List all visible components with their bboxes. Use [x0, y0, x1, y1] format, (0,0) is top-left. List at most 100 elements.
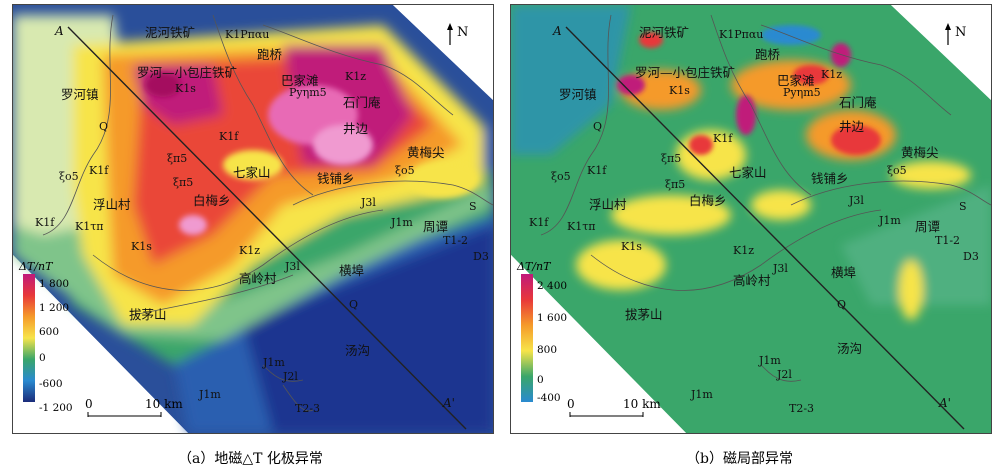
place-jingbian: 井边: [839, 119, 865, 134]
legend-tick: -400: [537, 392, 561, 404]
caption-a: （a）地磁△T 化极异常: [178, 451, 323, 467]
geo-code: K1z: [239, 244, 261, 257]
geo-code: T1-2: [935, 234, 961, 247]
legend-color-bar: [23, 274, 35, 402]
geo-code: D3: [473, 250, 489, 263]
legend-tick: 1 800: [39, 278, 70, 290]
scale-bar-a: 0 10 km: [85, 397, 195, 421]
legend-a: ΔT/nT 1 800 1 200 600 0 -600 -1 200: [19, 260, 89, 414]
legend-tick: 0: [39, 352, 46, 364]
geo-code: K1z: [821, 68, 843, 81]
geo-code: J1m: [759, 354, 781, 367]
place-baimeixiang: 白梅乡: [689, 193, 727, 208]
anomaly-map-a: [13, 5, 493, 433]
legend-tick: 1 200: [39, 302, 70, 314]
legend-color-bar: [521, 274, 533, 402]
legend-tick: 0: [537, 374, 544, 386]
profile-label-a: A: [553, 24, 562, 38]
geo-code: T1-2: [443, 234, 469, 247]
geo-code: J3l: [773, 262, 788, 275]
scale-label: 10 km: [145, 397, 183, 411]
place-huangmeijian: 黄梅尖: [407, 145, 445, 160]
geo-code: K1s: [621, 240, 642, 253]
legend-tick: 600: [39, 326, 60, 338]
place-huangmeijian: 黄梅尖: [901, 145, 939, 160]
geo-code: K1s: [669, 84, 690, 97]
place-qianpuxiang: 钱铺乡: [811, 171, 849, 186]
geo-code: K1f: [587, 164, 607, 177]
geologic-contacts: [540, 14, 991, 382]
map-panel-b: N 泥河铁矿 罗河—小包庄铁矿 罗河镇 跑桥 巴家滩 石门庵 井边 七家山 钱铺…: [510, 4, 992, 434]
geo-code: ξo5: [59, 170, 79, 183]
geo-code: K1z: [345, 70, 367, 83]
geo-code: ξπ5: [661, 152, 682, 165]
place-gaolingcun: 高岭村: [239, 271, 277, 286]
geo-code: K1τπ: [567, 220, 596, 233]
geo-code: K1Pπαu: [225, 28, 270, 41]
legend-title: ΔT/nT: [19, 260, 53, 273]
geo-code: ξo5: [551, 170, 571, 183]
place-bamaoshan: 拔茅山: [625, 307, 663, 322]
geo-code: ξo5: [395, 164, 415, 177]
geo-code: S: [959, 200, 967, 213]
place-tanggou: 汤沟: [345, 343, 371, 358]
place-qijiashan: 七家山: [233, 165, 271, 180]
profile-line-a: [67, 26, 467, 430]
geo-code: J1m: [263, 356, 285, 369]
geo-code: Q: [349, 298, 359, 311]
place-jingbian: 井边: [343, 121, 369, 136]
geo-code: Q: [837, 298, 847, 311]
geo-code: K1f: [219, 130, 239, 143]
place-hengbu: 横埠: [339, 263, 365, 278]
geo-code: ξo5: [887, 164, 907, 177]
geo-code: D3: [963, 250, 979, 263]
geo-code: J2l: [283, 370, 298, 383]
place-qijiashan: 七家山: [729, 165, 767, 180]
place-tanggou: 汤沟: [837, 341, 863, 356]
geo-code: K1f: [35, 216, 55, 229]
profile-label-a-prime: A': [443, 396, 455, 410]
geo-code: J1m: [879, 214, 901, 227]
survey-area: [511, 5, 991, 433]
geo-code: K1s: [131, 240, 152, 253]
place-luohe-xbz: 罗河—小包庄铁矿: [137, 65, 238, 80]
place-bamaoshan: 拔茅山: [129, 307, 167, 322]
geo-code: ξπ5: [173, 176, 194, 189]
geo-code: J3l: [361, 196, 376, 209]
place-bajiatan: 巴家滩: [777, 73, 815, 88]
geo-code: K1τπ: [75, 220, 104, 233]
geo-code: J2l: [777, 368, 792, 381]
geo-code: K1z: [733, 244, 755, 257]
geo-code: K1Pπαu: [719, 28, 764, 41]
place-baimeixiang: 白梅乡: [193, 193, 231, 208]
place-qianpuxiang: 钱铺乡: [317, 171, 355, 186]
place-luohezhen: 罗河镇: [61, 87, 99, 102]
place-luohezhen: 罗河镇: [559, 87, 597, 102]
geo-code: K1f: [529, 216, 549, 229]
place-yaoqiao: 跑桥: [755, 47, 781, 62]
profile-label-a: A: [55, 24, 64, 38]
anomaly-map-b: [511, 5, 991, 433]
scale-label: 10 km: [623, 397, 661, 411]
map-panel-a: N 泥河铁矿 罗河—小包庄铁矿 罗河镇 跑桥 巴家滩 石门庵 井边 七家山 钱铺…: [12, 4, 494, 434]
geo-code: T2-3: [295, 402, 321, 415]
place-shimenan: 石门庵: [839, 95, 877, 110]
outside-area-sw: [13, 255, 188, 433]
geo-code: Q: [593, 120, 603, 133]
profile-label-a-prime: A': [939, 396, 951, 410]
geo-code: J1m: [391, 216, 413, 229]
legend-tick: 800: [537, 344, 558, 356]
place-yaoqiao: 跑桥: [257, 47, 283, 62]
geo-code: T2-3: [789, 402, 815, 415]
place-fushancun: 浮山村: [589, 197, 627, 212]
geo-code: ξπ5: [665, 178, 686, 191]
north-label: N: [457, 25, 469, 40]
place-shimenan: 石门庵: [343, 95, 381, 110]
north-arrow-icon: [945, 23, 951, 45]
profile-line-b: [565, 26, 965, 430]
scale-zero: 0: [567, 397, 575, 411]
legend-b: ΔT/nT 2 400 1 600 800 0 -400: [517, 260, 587, 404]
legend-tick: 1 600: [537, 312, 568, 324]
place-zhoutan: 周谭: [423, 219, 449, 234]
outside-area-sw: [511, 255, 686, 433]
